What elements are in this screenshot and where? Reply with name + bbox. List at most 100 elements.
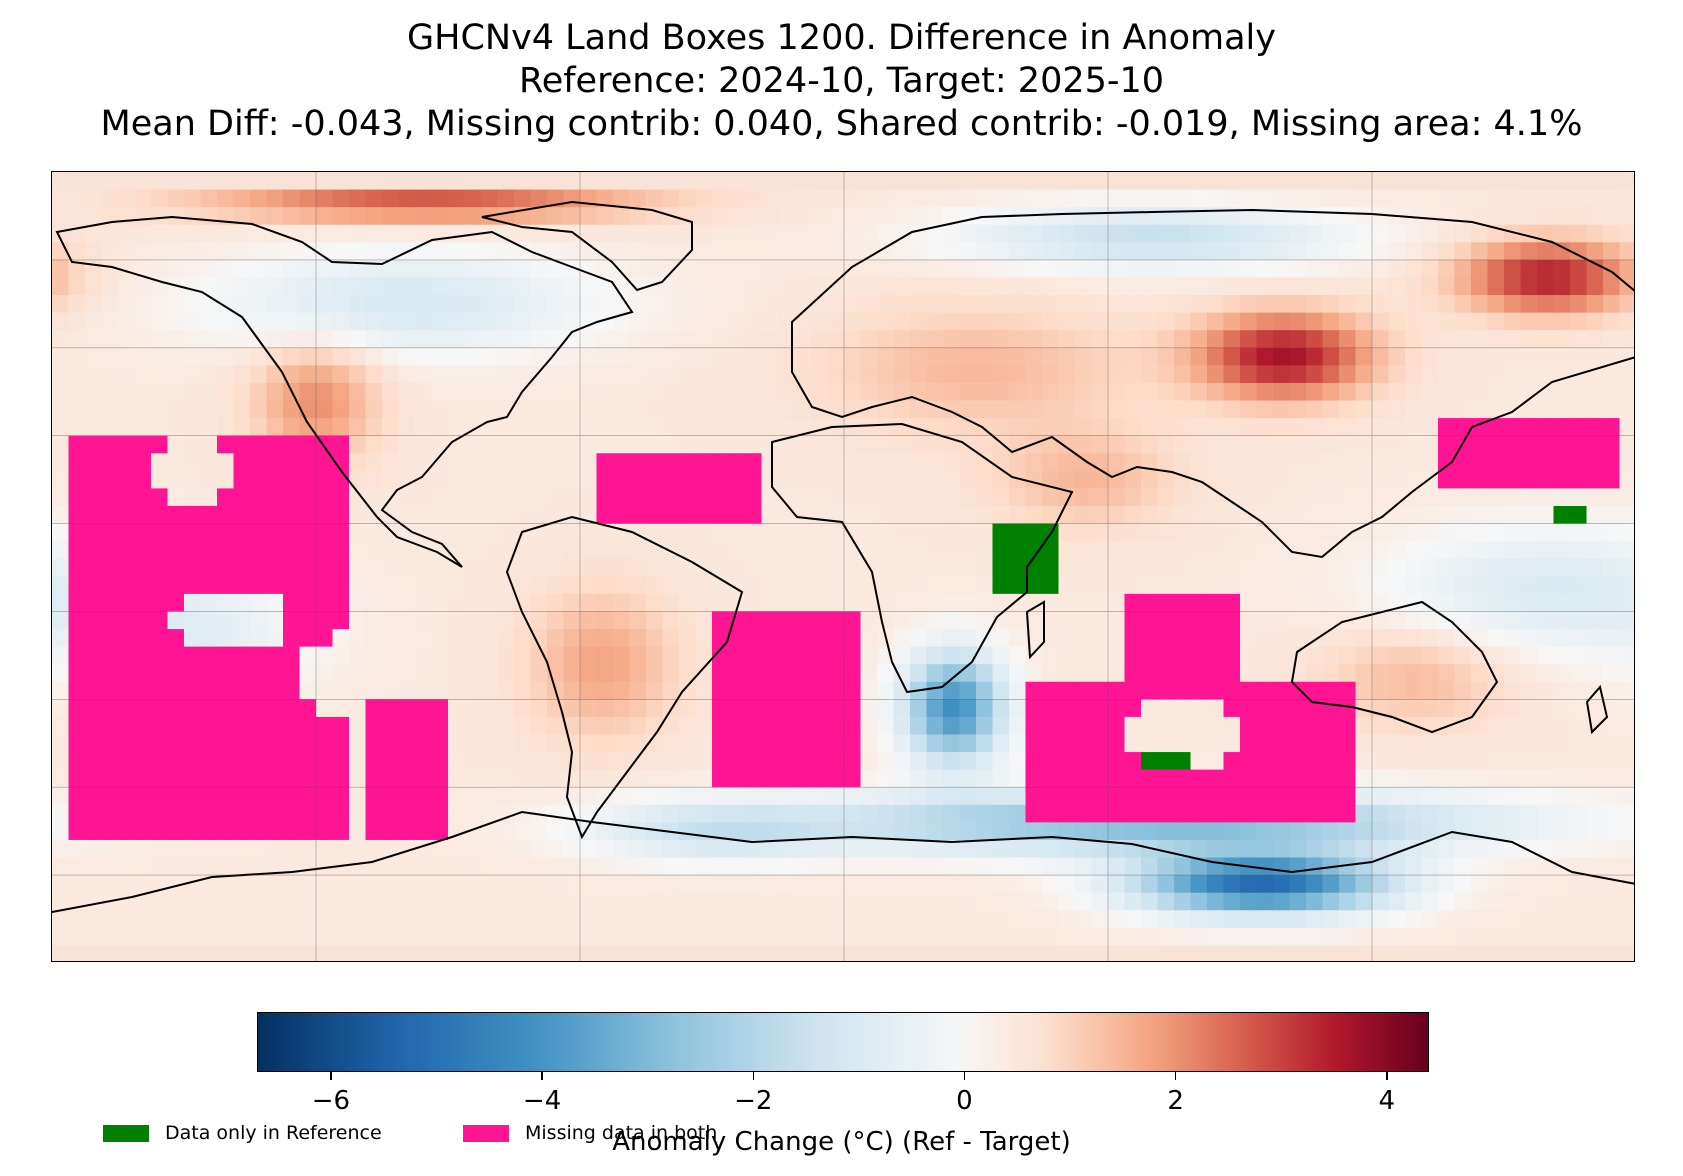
grid-cell — [415, 629, 433, 648]
grid-cell — [1372, 259, 1390, 279]
grid-cell — [52, 435, 70, 454]
grid-cell — [646, 347, 664, 366]
grid-cell — [959, 611, 977, 630]
grid-cell — [316, 523, 334, 542]
grid-cell — [893, 541, 911, 560]
grid-cell — [1570, 804, 1588, 823]
grid-cell — [1388, 418, 1406, 437]
grid-cell — [1009, 910, 1027, 929]
grid-cell — [514, 857, 532, 876]
grid-cell — [844, 927, 862, 947]
grid-cell — [85, 295, 103, 314]
grid-cell — [184, 875, 202, 894]
grid-cell — [728, 716, 746, 736]
grid-cell — [547, 910, 565, 929]
grid-cell — [464, 347, 482, 366]
grid-cell — [1619, 523, 1634, 542]
grid-cell — [1025, 207, 1043, 226]
grid-cell — [514, 453, 532, 472]
grid-cell — [481, 945, 499, 961]
grid-cell — [464, 259, 482, 279]
grid-cell — [1355, 505, 1373, 525]
grid-cell — [118, 664, 136, 683]
grid-cell — [85, 207, 103, 226]
grid-cell — [1108, 347, 1126, 366]
grid-cell — [992, 312, 1010, 331]
grid-cell — [299, 734, 317, 753]
grid-cell — [1157, 892, 1175, 911]
grid-cell — [1075, 945, 1093, 961]
grid-cell — [811, 646, 829, 665]
grid-cell — [926, 611, 944, 630]
grid-cell — [1504, 277, 1522, 296]
grid-cell — [415, 839, 433, 859]
grid-cell — [1603, 593, 1621, 613]
grid-cell — [1553, 629, 1571, 648]
grid-cell — [1075, 681, 1093, 700]
grid-cell — [1240, 629, 1258, 648]
grid-cell — [1372, 400, 1390, 419]
grid-cell — [514, 611, 532, 630]
grid-cell — [910, 699, 928, 718]
grid-cell — [398, 892, 416, 911]
grid-cell — [1586, 927, 1604, 947]
grid-cell — [52, 470, 70, 489]
grid-cell — [101, 189, 119, 208]
grid-cell — [1306, 716, 1324, 736]
grid-cell — [1091, 857, 1109, 876]
grid-cell — [679, 382, 697, 402]
grid-cell — [1075, 172, 1093, 191]
grid-cell — [497, 558, 515, 577]
grid-cell — [844, 312, 862, 331]
grid-cell — [811, 593, 829, 613]
grid-cell — [1355, 558, 1373, 577]
grid-cell — [481, 611, 499, 630]
grid-cell — [1570, 681, 1588, 700]
grid-cell — [481, 470, 499, 489]
grid-cell — [250, 752, 268, 771]
grid-cell — [1553, 418, 1571, 437]
grid-cell — [481, 505, 499, 525]
grid-cell — [448, 593, 466, 613]
grid-cell — [745, 172, 763, 191]
grid-cell — [217, 664, 235, 683]
grid-cell — [1619, 804, 1634, 823]
grid-cell — [1124, 857, 1142, 876]
grid-cell — [1322, 629, 1340, 648]
grid-cell — [1603, 453, 1621, 472]
grid-cell — [1223, 927, 1241, 947]
grid-cell — [712, 927, 730, 947]
grid-cell — [877, 716, 895, 736]
grid-cell — [1042, 400, 1060, 419]
grid-cell — [860, 716, 878, 736]
grid-cell — [349, 189, 367, 208]
grid-cell — [827, 541, 845, 560]
grid-cell — [1025, 242, 1043, 261]
grid-cell — [596, 734, 614, 753]
grid-cell — [118, 400, 136, 419]
grid-cell — [398, 769, 416, 788]
grid-cell — [976, 822, 994, 841]
grid-cell — [547, 752, 565, 771]
grid-cell — [1124, 172, 1142, 191]
grid-cell — [200, 259, 218, 279]
grid-cell — [679, 295, 697, 314]
grid-cell — [332, 505, 350, 525]
grid-cell — [811, 453, 829, 472]
grid-cell — [1619, 435, 1634, 454]
grid-cell — [1405, 207, 1423, 226]
grid-cell — [299, 172, 317, 191]
grid-cell — [761, 207, 779, 226]
grid-cell — [481, 646, 499, 665]
grid-cell — [1256, 312, 1274, 331]
grid-cell — [1124, 576, 1142, 595]
grid-cell — [448, 207, 466, 226]
grid-cell — [530, 769, 548, 788]
grid-cell — [877, 312, 895, 331]
grid-cell — [68, 470, 86, 489]
grid-cell — [992, 629, 1010, 648]
grid-cell — [52, 382, 70, 402]
grid-cell — [1537, 470, 1555, 489]
grid-cell — [1207, 734, 1225, 753]
grid-cell — [1504, 470, 1522, 489]
